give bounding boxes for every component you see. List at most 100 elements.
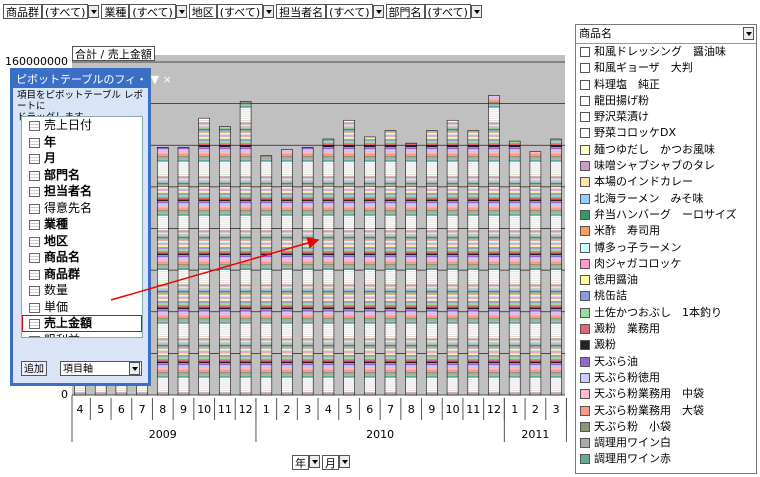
legend-label: 天ぷら粉 小袋 <box>594 419 671 433</box>
dropdown[interactable] <box>372 5 384 18</box>
dropdown[interactable] <box>175 5 187 18</box>
legend-item[interactable]: 和風ドレッシング 醤油味 <box>576 44 756 60</box>
legend-item[interactable]: 天ぷら油 <box>576 354 756 370</box>
panel-title: ピボットテーブルのフィ・ <box>16 73 148 86</box>
field-item[interactable]: 売上日付 <box>22 117 142 134</box>
legend-swatch <box>580 242 590 253</box>
legend-item[interactable]: 野菜コロッケDX <box>576 125 756 141</box>
bar <box>405 142 418 396</box>
field-item[interactable]: 粗利益 <box>22 332 142 337</box>
field-item[interactable]: 月 <box>22 150 142 167</box>
axis-button[interactable]: 月 <box>322 455 350 470</box>
dropdown[interactable] <box>743 27 754 40</box>
dropdown[interactable] <box>129 362 140 375</box>
legend-swatch <box>580 47 590 57</box>
x-tick-label: 6 <box>118 403 125 416</box>
legend-label: 麺つゆだし かつお風味 <box>594 142 715 156</box>
legend-swatch <box>580 454 590 465</box>
legend-item[interactable]: 天ぷら粉徳用 <box>576 370 756 386</box>
legend-item[interactable]: 徳用醤油 <box>576 272 756 288</box>
field-item[interactable]: 単価 <box>22 299 142 316</box>
field-item[interactable]: 部門名 <box>22 167 142 184</box>
filter: 商品群 (すべて) <box>3 4 100 19</box>
bar <box>529 151 542 396</box>
legend-item[interactable]: 天ぷら粉業務用 大袋 <box>576 403 756 419</box>
x-tick-label: 11 <box>466 403 480 416</box>
x-tick-label: 5 <box>346 403 353 416</box>
legend-item[interactable]: 麺つゆだし かつお風味 <box>576 142 756 158</box>
x-tick-label: 2 <box>532 403 539 416</box>
legend-label: 博多っ子ラーメン <box>594 240 682 254</box>
legend-label: 調理用ワイン赤 <box>594 452 671 466</box>
field-item[interactable]: 商品名 <box>22 249 142 266</box>
filter-label: 業種 <box>101 4 130 19</box>
x-tick-label: 6 <box>366 403 373 416</box>
bar <box>467 130 480 396</box>
legend-item[interactable]: 天ぷら粉 小袋 <box>576 419 756 435</box>
legend-swatch <box>580 79 590 90</box>
dropdown[interactable] <box>88 5 100 18</box>
legend-item[interactable]: 肉ジャガコロッケ <box>576 256 756 272</box>
dropdown[interactable] <box>309 455 320 468</box>
legend-item[interactable]: 澱粉 業務用 <box>576 321 756 337</box>
field-item[interactable]: 商品群 <box>22 266 142 283</box>
legend-item[interactable]: 澱粉 <box>576 337 756 353</box>
legend-item[interactable]: 天ぷら粉業務用 中袋 <box>576 386 756 402</box>
bar <box>363 136 376 396</box>
x-group-label: 2009 <box>149 428 177 441</box>
field-item[interactable]: 業種 <box>22 216 142 233</box>
axis-button-label: 月 <box>322 455 339 470</box>
legend-item[interactable]: 調理用ワイン白 <box>576 435 756 451</box>
dropdown[interactable] <box>263 5 275 18</box>
dropdown[interactable] <box>339 455 350 468</box>
legend-item[interactable]: 龍田揚げ粉 <box>576 93 756 109</box>
legend-panel: 商品名 和風ドレッシング 醤油味 和風ギョーザ 大判 料理塩 純正 龍田揚げ粉 野沢菜漬… <box>575 24 757 474</box>
legend-item[interactable]: 和風ギョーザ 大判 <box>576 60 756 76</box>
legend-item[interactable]: 料理塩 純正 <box>576 77 756 93</box>
legend-label: 肉ジャガコロッケ <box>594 256 682 270</box>
legend-header[interactable]: 商品名 <box>576 25 756 44</box>
x-tick-label: 11 <box>218 403 232 416</box>
filter-value: (すべて) <box>129 4 176 19</box>
field-item[interactable]: 数量 <box>22 282 142 299</box>
bar <box>281 149 293 396</box>
legend-item[interactable]: 米酢 寿司用 <box>576 223 756 239</box>
field-item[interactable]: 売上金額 <box>22 315 142 332</box>
axis-button[interactable]: 年 <box>292 455 320 470</box>
field-item[interactable]: 得意先名 <box>22 200 142 217</box>
legend-item[interactable]: 本場のインドカレー <box>576 174 756 190</box>
legend-item[interactable]: 土佐かつおぶし 1本釣り <box>576 305 756 321</box>
legend-item[interactable]: 野沢菜漬け <box>576 109 756 125</box>
legend-label: 土佐かつおぶし 1本釣り <box>594 305 722 319</box>
x-tick-label: 8 <box>408 403 415 416</box>
bar <box>343 119 355 396</box>
filter-label: 商品群 <box>3 4 42 19</box>
bar <box>157 147 169 396</box>
legend-item[interactable]: 味噌シャブシャブのタレ <box>576 158 756 174</box>
legend-item[interactable]: 博多っ子ラーメン <box>576 240 756 256</box>
x-group-label: 2010 <box>366 428 394 441</box>
legend-label: 澱粉 業務用 <box>594 322 660 336</box>
data-field-button[interactable]: 合計 / 売上金額 <box>72 46 155 61</box>
legend-item[interactable]: 調理用ワイン赤 <box>576 451 756 467</box>
field-item[interactable]: 地区 <box>22 233 142 250</box>
legend-title: 商品名 <box>579 27 612 40</box>
add-button[interactable]: 追加 <box>21 361 47 376</box>
legend-swatch <box>580 95 590 106</box>
legend-label: 米酢 寿司用 <box>594 224 660 238</box>
legend-label: 天ぷら粉徳用 <box>594 370 660 384</box>
field-item[interactable]: 年 <box>22 134 142 151</box>
legend-swatch <box>580 258 590 269</box>
legend-swatch <box>580 389 590 400</box>
bar <box>219 126 231 396</box>
y-tick-label: 160000000 <box>5 55 68 68</box>
x-tick-label: 1 <box>511 403 518 416</box>
dropdown[interactable] <box>470 5 482 18</box>
legend-item[interactable]: 北海ラーメン みそ味 <box>576 191 756 207</box>
area-select[interactable]: 項目軸 <box>60 361 142 376</box>
legend-item[interactable]: 桃缶詰 <box>576 288 756 304</box>
legend-item[interactable]: 弁当ハンバーグ ーロサイズ <box>576 207 756 223</box>
field-item[interactable]: 担当者名 <box>22 183 142 200</box>
legend-swatch <box>580 372 590 383</box>
filter: 部門名 (すべて) <box>385 4 482 19</box>
